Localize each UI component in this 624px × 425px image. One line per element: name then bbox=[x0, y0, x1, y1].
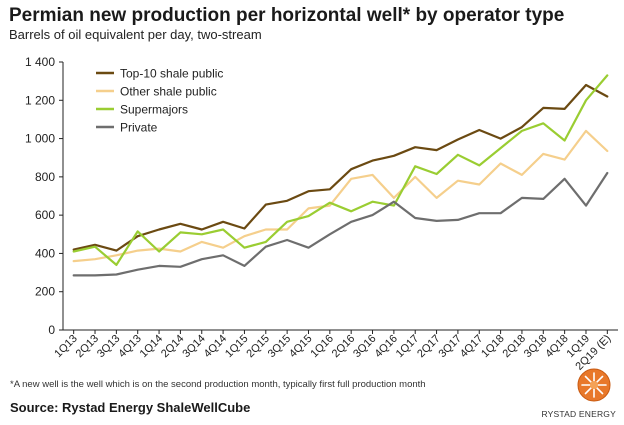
y-tick-label: 600 bbox=[35, 208, 55, 222]
legend-label: Supermajors bbox=[120, 103, 188, 117]
x-tick-label: 1Q14 bbox=[138, 333, 166, 361]
x-tick-label: 2Q17 bbox=[415, 333, 443, 361]
x-tick-label: 2Q15 bbox=[244, 333, 272, 361]
y-tick-label: 1 200 bbox=[25, 93, 55, 107]
x-tick-label: 1Q18 bbox=[479, 333, 507, 361]
legend-label: Other shale public bbox=[120, 85, 217, 99]
legend-label: Top-10 shale public bbox=[120, 67, 223, 81]
x-tick-label: 3Q17 bbox=[437, 333, 465, 361]
x-tick-label: 2Q13 bbox=[74, 333, 102, 361]
x-tick-label: 4Q13 bbox=[116, 333, 144, 361]
x-tick-label: 2Q16 bbox=[330, 333, 358, 361]
y-tick-label: 0 bbox=[48, 323, 55, 337]
x-tick-label: 1Q17 bbox=[394, 333, 422, 361]
footnote: *A new well is the well which is on the … bbox=[10, 379, 426, 390]
x-tick-label: 3Q18 bbox=[522, 333, 550, 361]
series-line-top-10-shale-public bbox=[72, 83, 609, 252]
series-line-private bbox=[72, 171, 609, 277]
y-tick-label: 800 bbox=[35, 170, 55, 184]
series-line-supermajors bbox=[72, 74, 609, 266]
rystad-logo-icon bbox=[577, 368, 611, 402]
x-tick-label: 4Q18 bbox=[543, 333, 571, 361]
x-tick-label: 4Q15 bbox=[287, 333, 315, 361]
source-label: Source: Rystad Energy ShaleWellCube bbox=[10, 400, 251, 415]
chart-subtitle: Barrels of oil equivalent per day, two-s… bbox=[9, 27, 262, 42]
x-tick-label: 3Q13 bbox=[95, 333, 123, 361]
brand-label: RYSTAD ENERGY bbox=[541, 409, 616, 419]
x-tick-label: 2Q18 bbox=[501, 333, 529, 361]
legend-label: Private bbox=[120, 121, 158, 135]
x-tick-label: 1Q16 bbox=[308, 333, 336, 361]
y-tick-label: 1 400 bbox=[25, 55, 55, 69]
x-tick-label: 3Q16 bbox=[351, 333, 379, 361]
x-tick-label: 3Q14 bbox=[180, 333, 208, 361]
x-tick-label: 1Q13 bbox=[52, 333, 80, 361]
x-tick-label: 4Q16 bbox=[372, 333, 400, 361]
chart-title: Permian new production per horizontal we… bbox=[9, 5, 565, 26]
y-tick-label: 200 bbox=[35, 285, 55, 299]
x-tick-label: 2Q14 bbox=[159, 333, 187, 361]
y-tick-label: 400 bbox=[35, 246, 55, 260]
x-tick-label: 1Q15 bbox=[223, 333, 251, 361]
x-tick-label: 4Q17 bbox=[458, 333, 486, 361]
x-tick-label: 3Q15 bbox=[266, 333, 294, 361]
x-tick-label: 4Q14 bbox=[202, 333, 230, 361]
series-line-other-shale-public bbox=[72, 129, 609, 263]
y-tick-label: 1 000 bbox=[25, 132, 55, 146]
